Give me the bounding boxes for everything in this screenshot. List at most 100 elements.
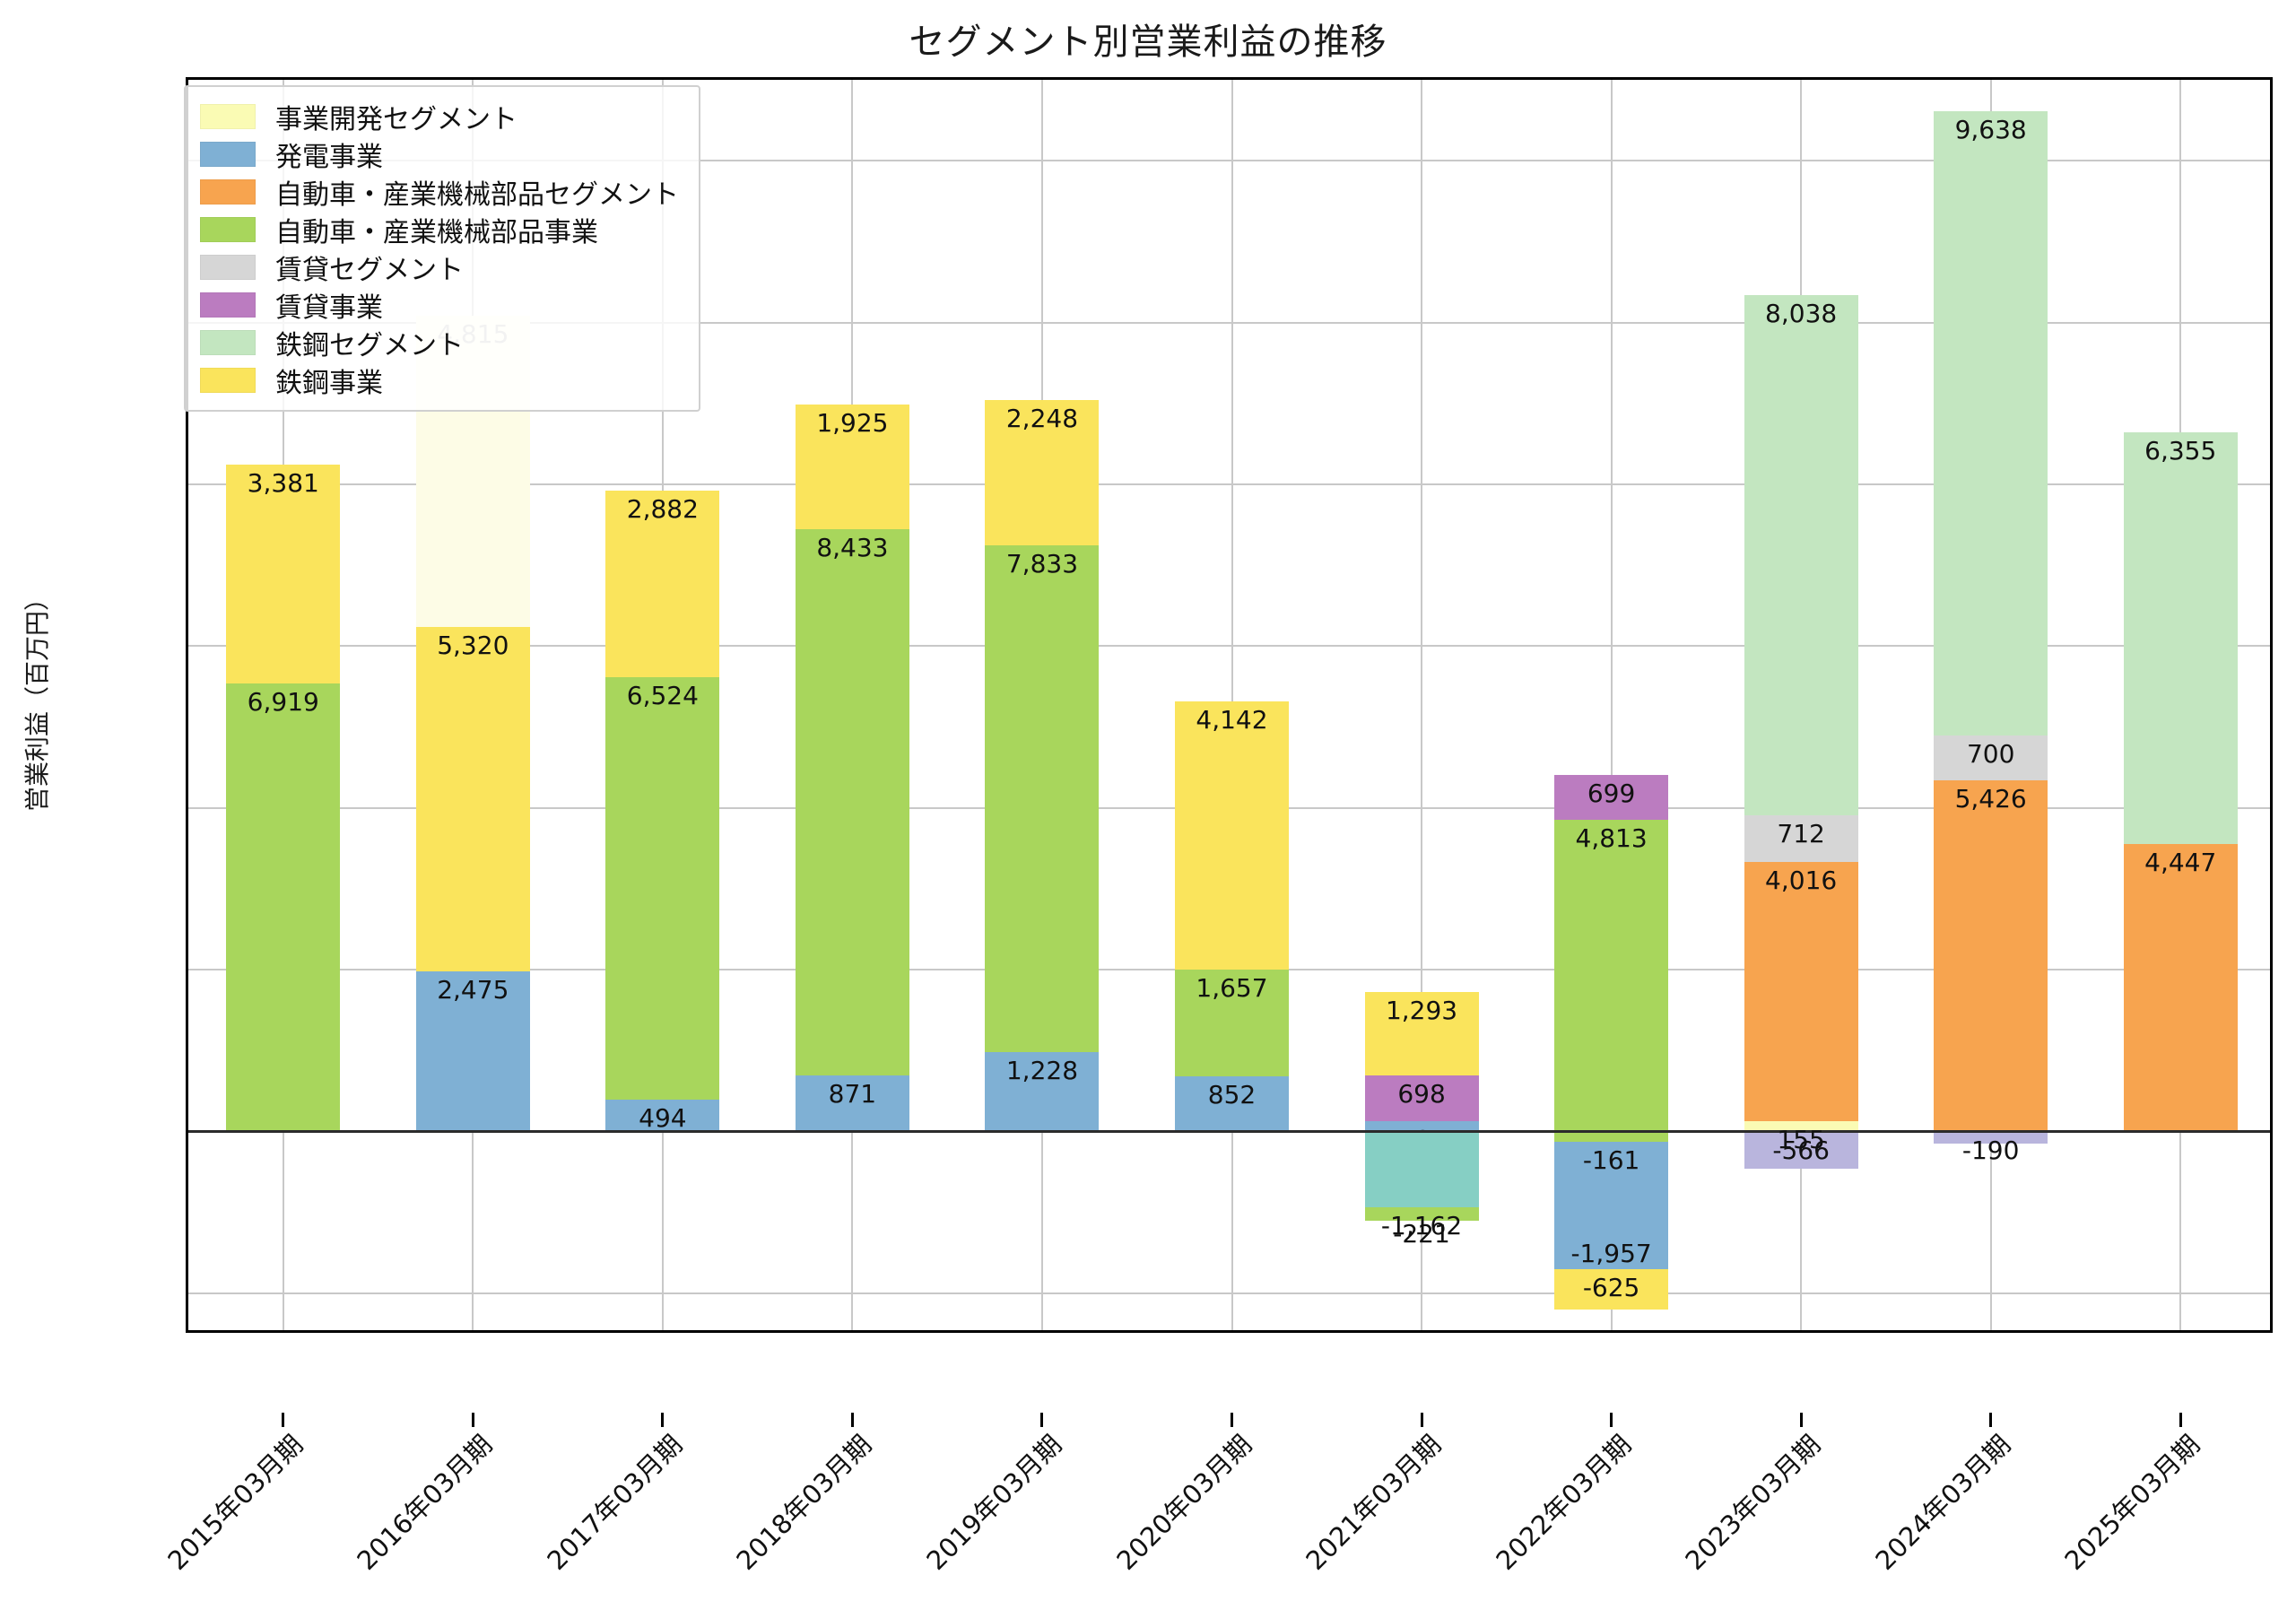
y-axis-label: 営業利益（百万円） (22, 585, 52, 812)
legend-item[interactable]: 自動車・産業機械部品セグメント (200, 173, 679, 211)
bar-group[interactable]: 4,142 1,657 852 (1175, 80, 1289, 1330)
legend-swatch-icon (200, 255, 256, 280)
bar-value-label: 4,142 (1196, 704, 1268, 735)
chart-title: セグメント別営業利益の推移 (909, 22, 1387, 63)
legend-item[interactable]: 自動車・産業機械部品事業 (200, 211, 679, 248)
bar-segment-2[interactable]: 4,447 (2123, 843, 2238, 1132)
bar-value-label: 5,426 (1954, 784, 2027, 814)
bar-segment-7[interactable]: 5,320 (415, 627, 530, 972)
bar-value-label: 5,320 (437, 631, 509, 661)
bar-segment-1[interactable]: 2,475 (415, 971, 530, 1132)
bar-segment-extra[interactable] (1934, 1131, 2048, 1144)
bar-segment-3[interactable] (1554, 820, 1669, 1143)
bar-value-label: 4,813 (1575, 823, 1648, 854)
gridline-vertical (1421, 80, 1423, 1330)
gridline-horizontal (188, 160, 2270, 162)
bar-segment-3[interactable]: 1,657 (1175, 969, 1289, 1077)
x-tick-label: 2018年03月期 (730, 1429, 878, 1577)
legend-item[interactable]: 賃貸セグメント (200, 248, 679, 286)
bar-value-label: 1,293 (1385, 996, 1458, 1026)
bar-segment-5[interactable]: 699 (1554, 774, 1669, 821)
bar-value-label: -1,957 (1570, 1239, 1652, 1269)
x-tick-label: 2015年03月期 (161, 1429, 309, 1577)
legend-label: 自動車・産業機械部品事業 (275, 217, 598, 248)
x-tick-mark (850, 1413, 854, 1427)
bar-group[interactable]: 1,925 8,433 871 (795, 80, 909, 1330)
bar-segment-3[interactable]: 6,919 (226, 683, 341, 1132)
bar-segment-3[interactable] (1364, 1206, 1479, 1222)
legend-item[interactable]: 発電事業 (200, 135, 679, 173)
chart-legend: 事業開発セグメント発電事業 自動車・産業機械部品セグメント自動車・産業機械部品事業… (184, 85, 700, 412)
x-tick-mark (661, 1413, 665, 1427)
bar-segment-4[interactable]: 712 (1744, 815, 1858, 862)
bar-value-label: 852 (1207, 1080, 1257, 1110)
x-tick-label: 2022年03月期 (1490, 1429, 1637, 1577)
bar-segment-7[interactable]: 2,248 (985, 399, 1100, 545)
x-tick-mark (1799, 1413, 1803, 1427)
bar-segment-3[interactable]: 6,524 (605, 677, 720, 1101)
bar-segment-1[interactable] (1554, 1142, 1669, 1269)
legend-swatch-icon (200, 217, 256, 242)
bar-value-label: 2,882 (626, 494, 699, 525)
bar-segment-2[interactable]: 5,426 (1934, 780, 2048, 1132)
bar-value-label: 6,524 (626, 681, 699, 711)
bar-segment-6[interactable]: 6,355 (2123, 432, 2238, 844)
legend-item[interactable]: 鉄鋼事業 (200, 361, 679, 399)
x-tick-mark (1231, 1413, 1233, 1427)
x-tick-mark (2179, 1413, 2182, 1427)
bar-segment-4[interactable]: 700 (1934, 735, 2048, 781)
x-tick-mark (471, 1413, 474, 1427)
bar-segment-1[interactable]: 494 (605, 1100, 720, 1133)
bar-segment-7[interactable]: 2,882 (605, 491, 720, 678)
bar-group[interactable]: 9,638 700 5,426 -190 (1934, 80, 2048, 1330)
bar-value-label: 9,638 (1954, 115, 2027, 145)
bar-group[interactable]: 8,038 712 4,016 155 -566 (1744, 80, 1858, 1330)
bar-segment-1[interactable]: 1,228 (985, 1052, 1100, 1132)
bar-segment-7[interactable]: 4,142 (1175, 701, 1289, 970)
bar-segment-5[interactable]: 698 (1364, 1075, 1479, 1121)
x-tick-label: 2020年03月期 (1109, 1429, 1257, 1577)
bar-value-label: 3,381 (247, 468, 319, 499)
bar-segment-7[interactable]: -625 (1554, 1268, 1669, 1310)
bar-segment-extra[interactable]: -566 (1744, 1131, 1858, 1169)
legend-item[interactable]: 鉄鋼セグメント (200, 324, 679, 361)
legend-swatch-icon (200, 292, 256, 318)
legend-label: 鉄鋼セグメント (275, 330, 464, 361)
legend-label: 発電事業 (275, 142, 383, 173)
bar-segment-7[interactable]: 1,925 (795, 405, 909, 530)
bar-value-label: 712 (1777, 819, 1825, 849)
bar-group[interactable]: 2,248 7,833 1,228 (985, 80, 1100, 1330)
bar-group[interactable]: 699 4,813 -1,957 -625 -161 (1554, 80, 1669, 1330)
bar-value-label: 871 (828, 1078, 877, 1109)
bar-segment-7[interactable]: 3,381 (226, 465, 341, 684)
bar-segment-6[interactable]: 8,038 (1744, 295, 1858, 816)
bar-value-label: 6,919 (247, 687, 319, 718)
bar-segment-0[interactable] (1744, 1121, 1858, 1132)
x-tick-label: 2016年03月期 (351, 1429, 499, 1577)
zero-axis-line (188, 1130, 2270, 1134)
legend-item[interactable]: 賃貸事業 (200, 286, 679, 324)
bar-segment-6[interactable]: 9,638 (1934, 111, 2048, 735)
x-tick-label: 2021年03月期 (1300, 1429, 1448, 1577)
gridline-horizontal (188, 483, 2270, 486)
bar-segment-7[interactable]: 1,293 (1364, 992, 1479, 1076)
bar-segment-2[interactable]: 4,016 (1744, 861, 1858, 1122)
bar-segment-1[interactable]: 852 (1175, 1076, 1289, 1132)
legend-item[interactable]: 事業開発セグメント (200, 98, 679, 135)
bar-segment-1[interactable]: 871 (795, 1075, 909, 1132)
bar-value-label: 1,925 (816, 408, 889, 439)
x-tick-label: 2017年03月期 (541, 1429, 689, 1577)
bar-segment-3[interactable]: 8,433 (795, 529, 909, 1075)
legend-swatch-icon (200, 330, 256, 355)
bar-segment-3[interactable]: 7,833 (985, 544, 1100, 1053)
bar-value-label: 1,657 (1196, 972, 1268, 1003)
bar-value-label: -566 (1772, 1135, 1830, 1165)
bar-value-label: 8,433 (816, 533, 889, 563)
legend-label: 賃貸事業 (275, 292, 383, 324)
bar-group[interactable]: 2,882 6,524 494 (605, 80, 720, 1330)
bar-group[interactable]: 6,355 4,447 (2123, 80, 2238, 1330)
bar-group[interactable]: 1,293698165-1,162-221 (1364, 80, 1479, 1330)
bar-group[interactable]: 3,381 6,919 (226, 80, 341, 1330)
bar-segment-extra[interactable] (1364, 1131, 1479, 1222)
x-tick-mark (1040, 1413, 1044, 1427)
